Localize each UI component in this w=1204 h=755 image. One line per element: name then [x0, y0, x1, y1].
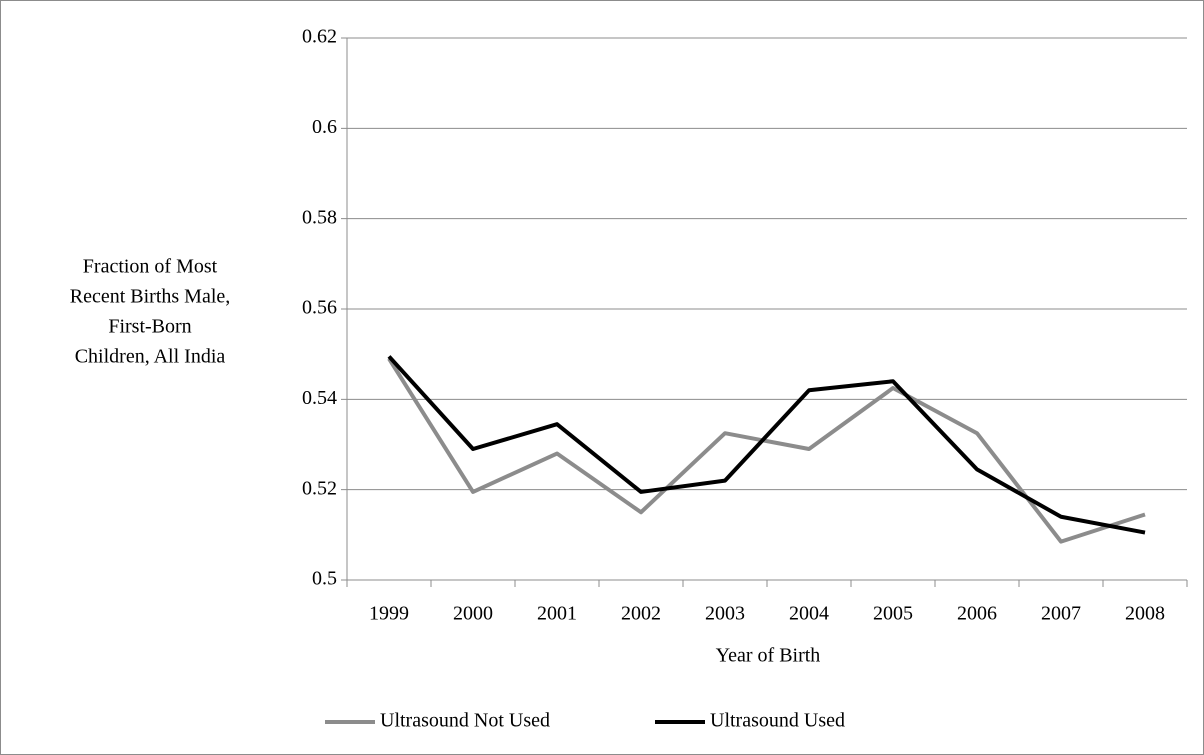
x-tick-label: 2008: [1125, 603, 1165, 625]
legend-label: Ultrasound Not Used: [380, 710, 550, 732]
x-tick-label: 2007: [1041, 603, 1081, 625]
x-tick-label: 1999: [369, 603, 409, 625]
series-line: [387, 355, 1146, 535]
y-axis-label: First-Born: [108, 316, 191, 338]
x-axis-label: Year of Birth: [716, 645, 821, 667]
y-axis-label: Children, All India: [75, 346, 226, 368]
x-tick-label: 2005: [873, 603, 913, 625]
series-line: [387, 357, 1146, 544]
y-tick-label: 0.6: [312, 116, 337, 138]
y-tick-label: 0.56: [302, 297, 337, 319]
legend-label: Ultrasound Used: [710, 710, 845, 732]
x-tick-label: 2006: [957, 603, 997, 625]
y-tick-label: 0.52: [302, 477, 337, 499]
y-axis-label: Recent Births Male,: [70, 286, 231, 308]
x-tick-label: 2004: [789, 603, 829, 625]
x-tick-label: 2003: [705, 603, 745, 625]
y-tick-label: 0.58: [302, 206, 337, 228]
y-tick-label: 0.5: [312, 568, 337, 590]
y-tick-label: 0.62: [302, 26, 337, 48]
x-tick-label: 2001: [537, 603, 577, 625]
y-axis-label: Fraction of Most: [83, 256, 218, 278]
x-tick-label: 2002: [621, 603, 661, 625]
x-tick-label: 2000: [453, 603, 493, 625]
y-tick-label: 0.54: [302, 387, 337, 409]
